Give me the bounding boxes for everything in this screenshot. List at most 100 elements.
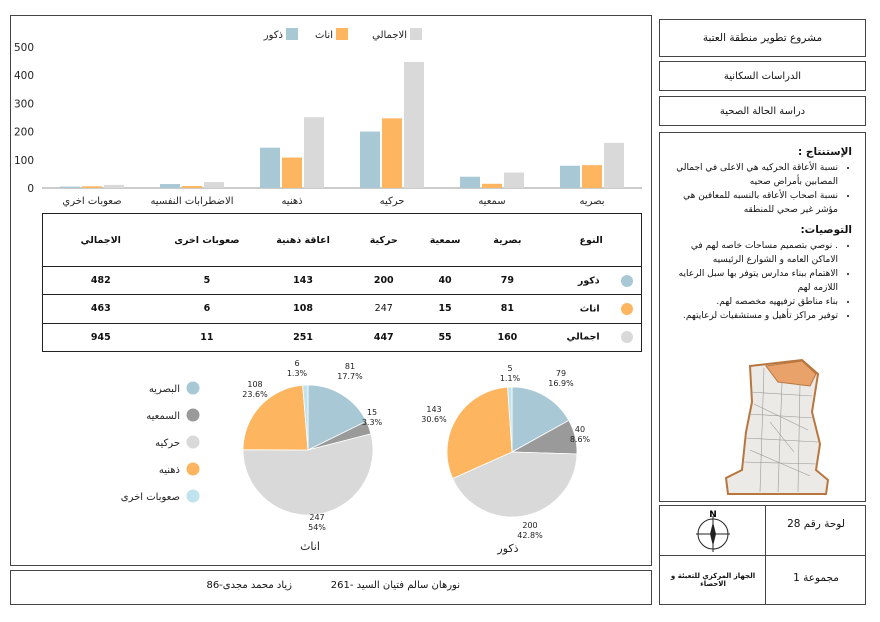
- study-title: الدراسات السكانية: [659, 61, 866, 91]
- cell: 482: [42, 265, 159, 296]
- y-tick-label: 200: [14, 127, 34, 139]
- cell: 447: [350, 322, 417, 353]
- pie-value-label: 15: [367, 408, 377, 417]
- bar: [204, 182, 224, 188]
- pie-value-label: 79: [556, 369, 566, 378]
- pie-value-label: 81: [345, 362, 355, 371]
- col-header: حركية: [350, 213, 417, 267]
- legend-label: اناث: [315, 30, 333, 41]
- pie-legend-label: حركيه: [155, 438, 180, 449]
- cell: 251: [255, 322, 351, 353]
- bar: [360, 131, 380, 188]
- legend-label: الاجمالي: [372, 30, 407, 41]
- pie-legend-label: البصريه: [149, 384, 180, 395]
- pie-slice: [446, 386, 513, 480]
- pie-value-label: 40: [575, 425, 585, 434]
- pie-value-label: 5: [507, 364, 512, 373]
- pie-pct-label: 54%: [308, 523, 326, 532]
- row-label: اجمالي: [566, 331, 600, 343]
- col-header: صعوبات اخرى: [158, 213, 256, 267]
- cell: 160: [473, 322, 542, 353]
- cell: 108: [255, 294, 351, 324]
- area-map: [720, 352, 850, 500]
- conclusions-panel: الإستنتاج : نسبة الأعاقة الحركيه هي الاع…: [662, 145, 852, 329]
- cell: 79: [473, 265, 542, 296]
- bar: [582, 165, 602, 188]
- pie-pct-label: 3.3%: [362, 418, 383, 427]
- cell: 945: [42, 322, 159, 353]
- pie-slice: [242, 384, 309, 451]
- bar: [282, 157, 302, 188]
- pie-pct-label: 1.1%: [500, 374, 521, 383]
- pie-value-label: 247: [309, 513, 324, 522]
- bar: [104, 184, 124, 188]
- pie-legend-label: صعوبات اخرى: [121, 492, 180, 503]
- pie-pct-label: 30.6%: [421, 415, 447, 424]
- recommendation-item: الاهتمام ببناء مدارس يتوفر بها سبل الرعا…: [662, 267, 838, 295]
- legend-swatch: [336, 28, 348, 40]
- bar: [460, 176, 480, 188]
- pie-title: اناث: [300, 540, 320, 553]
- pie-slice: [507, 386, 513, 453]
- pie-slice: [452, 451, 578, 518]
- table-header-row: الاجمالي صعوبات اخرى اعاقة ذهنية حركية س…: [42, 213, 642, 267]
- bar: [604, 142, 624, 188]
- cell: 15: [416, 294, 474, 324]
- pie-slice: [307, 384, 367, 451]
- col-header: سمعية: [416, 213, 474, 267]
- bar: [504, 172, 524, 188]
- cell: 55: [416, 322, 474, 353]
- pie-legend-swatch: [186, 489, 200, 503]
- conclusions-heading: الإستنتاج :: [798, 146, 852, 158]
- topic-title: دراسة الحالة الصحية: [659, 96, 866, 126]
- pie-pct-label: 8.6%: [570, 435, 591, 444]
- bar: [404, 61, 424, 188]
- cell: 40: [416, 265, 474, 296]
- bar: [482, 183, 502, 188]
- legend-label: ذكور: [263, 30, 283, 41]
- x-tick-label: ذهنيه: [281, 196, 302, 207]
- pie-title: ذكور: [496, 542, 518, 555]
- recommendation-item: . نوصي بتصميم مساحات خاصه لهم في الاماكن…: [662, 239, 838, 267]
- info-divider-h: [659, 555, 865, 556]
- table-row: 482 5 143 200 40 79 ذكور: [42, 265, 642, 296]
- students-panel-frame: [10, 570, 652, 605]
- x-tick-label: حركيه: [380, 196, 405, 207]
- col-header: الاجمالي: [42, 213, 159, 267]
- x-tick-label: بصريه: [579, 196, 604, 207]
- x-tick-label: سمعيه: [478, 196, 505, 207]
- col-header: اعاقة ذهنية: [255, 213, 351, 267]
- source-label: الجهاز المركزي للتعبئة و الاحصاء: [670, 572, 756, 588]
- y-tick-label: 400: [14, 70, 34, 82]
- pie-legend-label: السمعيه: [146, 411, 180, 422]
- legend-swatch: [410, 28, 422, 40]
- row-label: اناث: [579, 303, 600, 315]
- pie-pct-label: 23.6%: [242, 390, 268, 399]
- board-number: لوحة رقم 28: [787, 518, 845, 530]
- project-title: مشروع تطوير منطقة العتبة: [659, 19, 866, 57]
- legend-dot: [621, 274, 633, 287]
- conclusion-item: نسبة الأعاقة الحركيه هي الاعلى في اجمالي…: [662, 161, 838, 189]
- cell: 200: [350, 265, 417, 296]
- pie-slice: [242, 433, 374, 516]
- cell: 5: [158, 265, 256, 296]
- student-name: 261- نورهان سالم فتيان السيد: [330, 580, 460, 591]
- cell: 81: [473, 294, 542, 324]
- recommendation-item: توفير مراكز تأهيل و مستشفيات لرعايتهم.: [662, 309, 838, 323]
- info-divider-v: [765, 505, 766, 604]
- col-header: النوع: [541, 213, 642, 267]
- pie-legend-label: ذهنيه: [159, 465, 180, 476]
- legend-dot: [621, 331, 633, 344]
- pie-legend-swatch: [186, 381, 200, 395]
- row-label-cell: اناث: [541, 294, 642, 324]
- table-row: 945 11 251 447 55 160 اجمالي: [42, 322, 642, 353]
- table-row: 463 6 108 247 15 81 اناث: [42, 294, 642, 324]
- pie-value-label: 143: [426, 405, 441, 414]
- recommendations-heading: التوصيات:: [800, 224, 852, 236]
- data-table: الاجمالي صعوبات اخرى اعاقة ذهنية حركية س…: [42, 213, 642, 353]
- student-name: 86-زياد محمد مجدى: [206, 580, 292, 591]
- pie-legend-swatch: [186, 408, 200, 422]
- chart-panel-frame: [10, 15, 652, 566]
- pie-legend-swatch: [186, 462, 200, 476]
- pie-pct-label: 42.8%: [517, 531, 543, 540]
